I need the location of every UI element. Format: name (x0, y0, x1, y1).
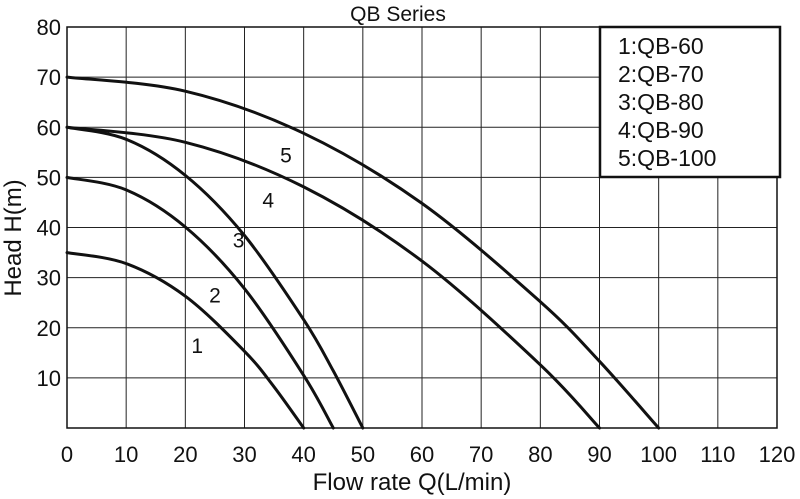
plot-frame (66, 26, 778, 429)
y-tick-label: 80 (37, 15, 61, 40)
x-tick-label: 70 (469, 442, 493, 467)
x-tick-label: 90 (587, 442, 611, 467)
curve-label-1: 1 (191, 335, 203, 358)
x-tick-label: 0 (61, 442, 73, 467)
x-tick-label: 60 (410, 442, 434, 467)
performance-curves (65, 75, 661, 430)
performance-curve-5 (65, 75, 661, 430)
y-tick-label: 50 (37, 165, 61, 190)
performance-curve-2 (65, 175, 335, 430)
x-tick-label: 30 (232, 442, 256, 467)
performance-curve-4 (65, 125, 601, 430)
x-axis-title: Flow rate Q(L/min) (313, 469, 512, 496)
x-axis-tick-labels: 0 10 20 30 40 50 60 70 80 90 100 110 120 (61, 442, 795, 467)
x-tick-label: 120 (759, 442, 796, 467)
x-tick-label: 50 (351, 442, 375, 467)
y-tick-label: 40 (37, 216, 61, 241)
x-tick-label: 100 (640, 442, 677, 467)
curve-label-5: 5 (280, 144, 292, 167)
x-tick-label: 40 (291, 442, 315, 467)
y-axis-title: Head H(m) (0, 179, 27, 296)
chart-title: QB Series (350, 3, 446, 26)
legend: 1:QB-60 2:QB-70 3:QB-80 4:QB-90 5:QB-100 (598, 25, 782, 179)
curve-label-2: 2 (209, 285, 221, 308)
y-tick-label: 70 (37, 65, 61, 90)
x-tick-label: 10 (114, 442, 138, 467)
x-tick-label: 20 (173, 442, 197, 467)
x-tick-label: 110 (700, 442, 735, 467)
curve-label-3: 3 (233, 230, 245, 253)
curve-label-4: 4 (262, 189, 274, 212)
legend-entry: 3:QB-80 (618, 89, 704, 115)
y-tick-label: 30 (37, 266, 61, 291)
y-tick-label: 60 (37, 115, 61, 140)
y-tick-label: 20 (37, 316, 61, 341)
y-axis-tick-labels: 10 20 30 40 50 60 70 80 (37, 15, 61, 391)
performance-curve-3 (65, 125, 365, 430)
x-tick-label: 80 (528, 442, 552, 467)
y-tick-label: 10 (37, 366, 61, 391)
curve-labels: 1 2 345 (191, 144, 291, 357)
legend-entry: 2:QB-70 (618, 61, 704, 87)
performance-curve-1 (65, 251, 306, 430)
legend-entry: 5:QB-100 (618, 145, 716, 171)
legend-entry: 4:QB-90 (618, 117, 704, 143)
legend-entry: 1:QB-60 (618, 33, 704, 59)
legend-box (598, 25, 782, 179)
